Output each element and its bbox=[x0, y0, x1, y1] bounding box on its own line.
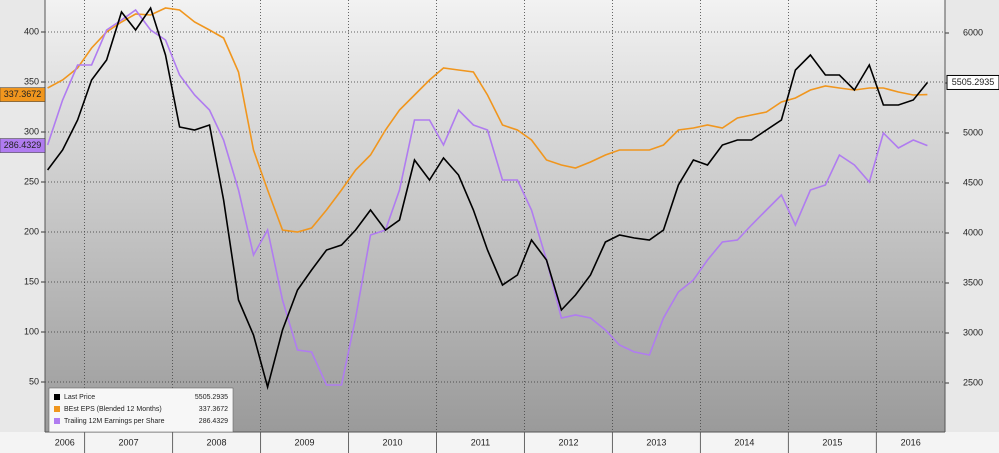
y2-tick-label: 5000 bbox=[963, 127, 983, 137]
value-tag-label: 5505.2935 bbox=[952, 77, 995, 87]
legend bbox=[48, 387, 234, 433]
y-tick-label: 400 bbox=[24, 26, 39, 36]
value-tag-label: 337.3672 bbox=[4, 89, 42, 99]
x-tick-label: 2008 bbox=[207, 437, 227, 447]
y2-tick-label: 6000 bbox=[963, 27, 983, 37]
y2-tick-label: 4500 bbox=[963, 177, 983, 187]
legend-swatch bbox=[54, 418, 60, 424]
value-tag-label: 286.4329 bbox=[4, 140, 42, 150]
x-tick-label: 2016 bbox=[901, 437, 921, 447]
x-axis-strip bbox=[0, 432, 999, 453]
series-line bbox=[47, 7, 928, 233]
value-tag bbox=[0, 87, 46, 102]
legend-label: Trailing 12M Earnings per Share bbox=[64, 418, 165, 425]
legend-label: Last Price bbox=[64, 394, 95, 401]
y2-tick-label: 2500 bbox=[963, 377, 983, 387]
y-tick-label: 250 bbox=[24, 176, 39, 186]
y-tick-label: 150 bbox=[24, 276, 39, 286]
x-tick-label: 2007 bbox=[119, 437, 139, 447]
y2-tick-label: 4000 bbox=[963, 227, 983, 237]
y2-tick-label: 3500 bbox=[963, 277, 983, 287]
y-tick-label: 300 bbox=[24, 126, 39, 136]
x-tick-label: 2011 bbox=[471, 437, 490, 447]
plot-area bbox=[45, 0, 945, 432]
series-line bbox=[46, 6, 929, 391]
series-line bbox=[46, 8, 928, 386]
y2-tick-label: 3000 bbox=[963, 327, 983, 337]
value-tag bbox=[946, 74, 999, 90]
x-tick-label: 2015 bbox=[822, 437, 842, 447]
legend-label: BEst EPS (Blended 12 Months) bbox=[64, 406, 162, 413]
x-tick-label: 2009 bbox=[295, 437, 315, 447]
legend-swatch bbox=[54, 406, 60, 412]
y-tick-label: 100 bbox=[24, 326, 39, 336]
legend-swatch bbox=[54, 394, 60, 400]
y-tick-label: 200 bbox=[24, 226, 39, 236]
y-tick-label: 50 bbox=[29, 376, 39, 386]
x-tick-label: 2006 bbox=[55, 437, 75, 447]
x-tick-label: 2012 bbox=[558, 437, 578, 447]
y-tick-label: 350 bbox=[24, 76, 39, 86]
x-tick-label: 2014 bbox=[734, 437, 754, 447]
legend-value: 5505.2935 bbox=[195, 394, 228, 401]
x-tick-label: 2010 bbox=[382, 437, 402, 447]
legend-value: 337.3672 bbox=[199, 406, 228, 413]
legend-value: 286.4329 bbox=[199, 418, 228, 425]
value-tag bbox=[0, 138, 46, 153]
x-tick-label: 2013 bbox=[646, 437, 666, 447]
